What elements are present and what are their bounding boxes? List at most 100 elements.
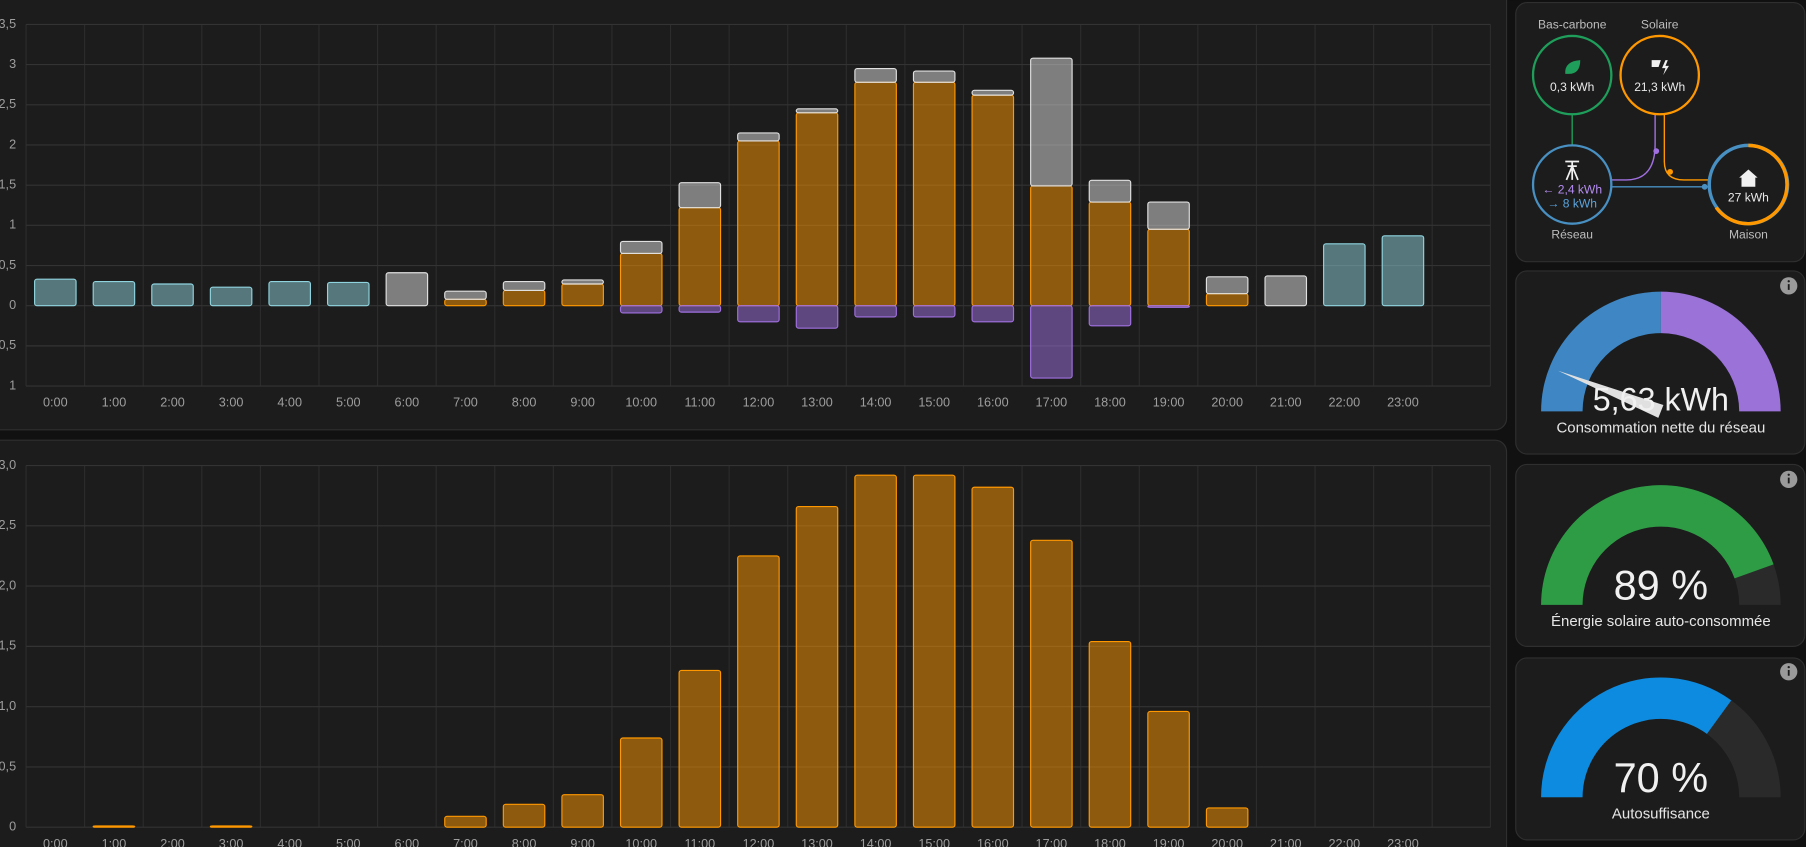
bar	[737, 140, 780, 307]
x-tick-label: 9:00	[570, 396, 595, 410]
x-tick-label: 6:00	[395, 396, 420, 410]
y-tick-label: 1,5	[0, 177, 16, 191]
gauge-value-label: 5,63 kWh	[1593, 382, 1729, 418]
x-tick-label: 22:00	[1328, 837, 1360, 847]
x-tick-label: 15:00	[918, 396, 950, 410]
bar	[737, 555, 780, 828]
x-tick-label: 8:00	[512, 837, 537, 847]
x-tick-label: 19:00	[1153, 396, 1185, 410]
x-tick-label: 4:00	[277, 837, 302, 847]
bar	[912, 70, 956, 83]
gauge-label: Énergie solaire auto-consommée	[1551, 613, 1771, 630]
y-tick-label: 0,5	[0, 258, 16, 272]
x-tick-label: 7:00	[453, 396, 478, 410]
y-tick-label: 2,5	[0, 518, 16, 532]
bar	[1088, 640, 1132, 828]
bar	[1323, 243, 1366, 307]
node-label: Réseau	[1551, 227, 1593, 241]
bar	[151, 283, 194, 307]
bar	[678, 182, 722, 209]
gauge-label: Autosuffisance	[1612, 805, 1710, 822]
energy-flow: Bas-carbone 0,3 kWh Solaire 21,3 kWh Rés…	[1531, 18, 1790, 241]
bar	[502, 803, 546, 828]
bar	[854, 68, 897, 83]
bar	[34, 278, 77, 307]
x-tick-label: 17:00	[1036, 396, 1068, 410]
bar	[795, 108, 839, 114]
bar	[1088, 201, 1132, 307]
x-tick-label: 17:00	[1036, 837, 1068, 847]
x-tick-label: 9:00	[570, 837, 595, 847]
gauge-value-label: 89 %	[1614, 562, 1708, 609]
x-tick-label: 18:00	[1094, 396, 1126, 410]
info-icon-mark	[1787, 669, 1790, 676]
x-tick-label: 20:00	[1211, 396, 1243, 410]
x-tick-label: 5:00	[336, 837, 361, 847]
x-tick-label: 21:00	[1270, 837, 1302, 847]
bar	[971, 486, 1015, 828]
bar	[444, 298, 487, 307]
bar	[912, 305, 956, 318]
bar	[1030, 57, 1073, 187]
y-tick-label: 2,5	[0, 97, 16, 111]
node-value: 0,3 kWh	[1550, 80, 1594, 94]
gauge-needle	[1558, 370, 1664, 418]
y-tick-label: 3,5	[0, 17, 16, 31]
x-tick-label: 15:00	[918, 837, 950, 847]
bar	[385, 272, 429, 307]
info-icon-mark	[1787, 280, 1790, 283]
bar	[737, 305, 780, 323]
solar-icon	[1651, 60, 1669, 76]
x-tick-label: 22:00	[1328, 396, 1360, 410]
x-tick-label: 16:00	[977, 396, 1009, 410]
bar	[795, 305, 839, 329]
bar	[912, 81, 956, 307]
x-tick-label: 11:00	[684, 837, 715, 847]
y-tick-label: 3	[9, 57, 16, 71]
bar	[1205, 807, 1249, 828]
node-value: ← 2,4 kWh	[1542, 182, 1602, 196]
bar	[561, 279, 604, 285]
bar	[678, 669, 722, 828]
leaf-icon	[1565, 60, 1581, 74]
y-tick-label: 0,5	[0, 759, 16, 773]
x-tick-label: 10:00	[625, 837, 657, 847]
bar	[209, 825, 253, 828]
x-tick-label: 13:00	[801, 837, 833, 847]
y-tick-label: 1	[9, 378, 16, 392]
x-tick-label: 7:00	[453, 837, 478, 847]
bar	[502, 281, 546, 292]
bar	[1147, 305, 1190, 308]
x-tick-label: 0:00	[43, 396, 68, 410]
gauge-segment	[1541, 291, 1661, 412]
x-tick-label: 6:00	[395, 837, 420, 847]
bar	[1147, 710, 1190, 828]
bar	[561, 283, 604, 307]
bar	[1205, 276, 1249, 295]
home-ring	[1714, 143, 1789, 226]
bar	[444, 815, 487, 828]
flow-line	[1663, 114, 1710, 181]
x-tick-label: 8:00	[512, 396, 537, 410]
x-tick-label: 1:00	[102, 396, 127, 410]
x-tick-label: 20:00	[1211, 837, 1243, 847]
bar	[619, 737, 663, 828]
bar	[1030, 539, 1073, 828]
bar	[912, 474, 956, 828]
x-tick-label: 21:00	[1270, 396, 1302, 410]
x-tick-label: 2:00	[160, 837, 185, 847]
x-tick-label: 18:00	[1094, 837, 1126, 847]
y-tick-label: 1,0	[0, 699, 16, 713]
bar	[619, 305, 663, 314]
charts: 1 0,5 0 0,5 1 1,5 2 2,5 3 3,5 0:00 1:00 2:00 3:00 4:00…	[0, 17, 1491, 847]
x-tick-label: 1:00	[102, 837, 127, 847]
gauges: 5,63 kWh Consommation nette du réseau 89 %…	[1541, 277, 1798, 822]
x-tick-label: 4:00	[277, 396, 302, 410]
x-tick-label: 3:00	[219, 396, 244, 410]
bar	[561, 794, 604, 828]
info-icon-mark	[1787, 477, 1790, 484]
x-tick-label: 23:00	[1387, 396, 1419, 410]
y-tick-label: 0	[9, 820, 16, 834]
bar	[92, 281, 136, 307]
